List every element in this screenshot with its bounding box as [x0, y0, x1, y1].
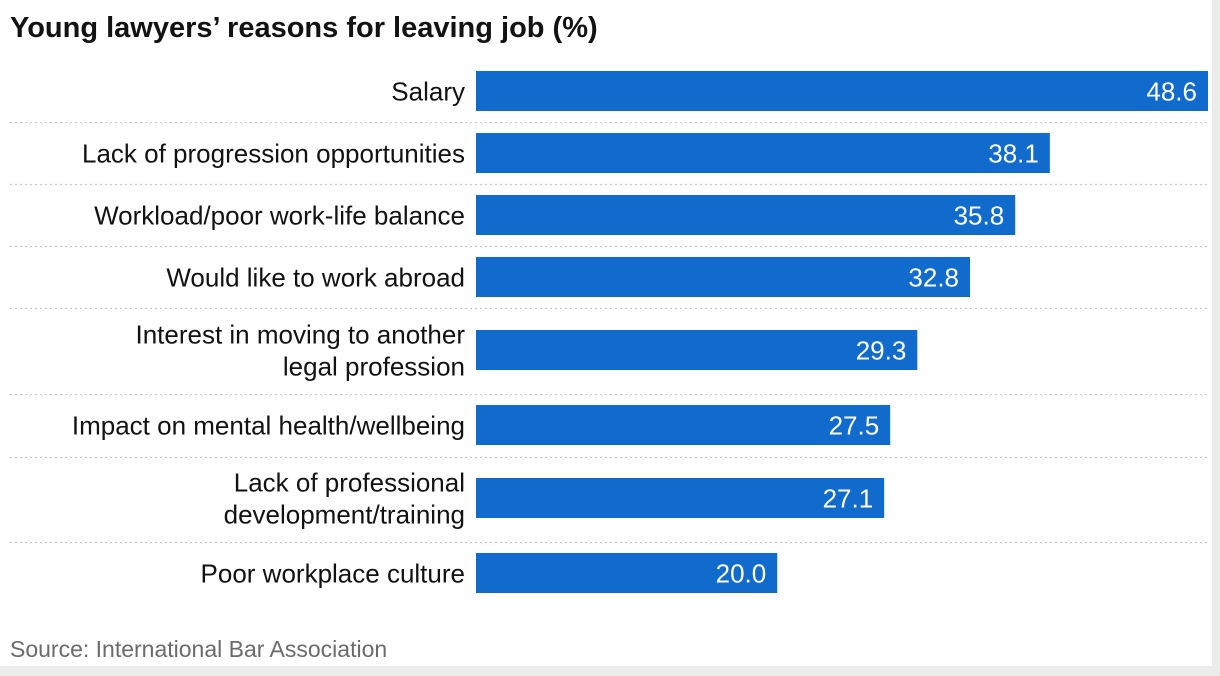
category-label: Interest in moving to another legal profe…	[135, 319, 465, 381]
bar	[476, 195, 1016, 235]
bar-value-label: 35.8	[954, 200, 1005, 230]
bar-value-label: 27.1	[823, 483, 874, 513]
category-label: Workload/poor work-life balance	[94, 200, 465, 230]
chart-card: Young lawyers’ reasons for leaving job (…	[0, 0, 1212, 666]
bar	[476, 133, 1050, 173]
bar-value-label: 48.6	[1146, 76, 1197, 106]
bar	[476, 478, 885, 518]
bar	[476, 405, 891, 445]
bar-value-label: 29.3	[856, 335, 907, 365]
bar	[476, 330, 918, 370]
category-label: Lack of professional development/training	[224, 467, 465, 529]
category-label: Would like to work abroad	[166, 262, 465, 292]
bar	[476, 71, 1208, 111]
bar-value-label: 32.8	[908, 262, 959, 292]
category-label: Lack of progression opportunities	[82, 138, 465, 168]
category-label: Salary	[391, 76, 465, 106]
category-label: Impact on mental health/wellbeing	[72, 410, 465, 440]
bar-value-label: 27.5	[829, 410, 880, 440]
chart-title: Young lawyers’ reasons for leaving job (…	[10, 12, 598, 44]
bar-value-label: 20.0	[716, 558, 767, 588]
bar	[476, 257, 971, 297]
chart-source: Source: International Bar Association	[10, 636, 388, 662]
category-label: Poor workplace culture	[201, 558, 465, 588]
bar	[476, 553, 778, 593]
bar-chart: Salary 48.6 Lack of progression opportunit…	[10, 71, 1208, 593]
bar-value-label: 38.1	[988, 138, 1039, 168]
